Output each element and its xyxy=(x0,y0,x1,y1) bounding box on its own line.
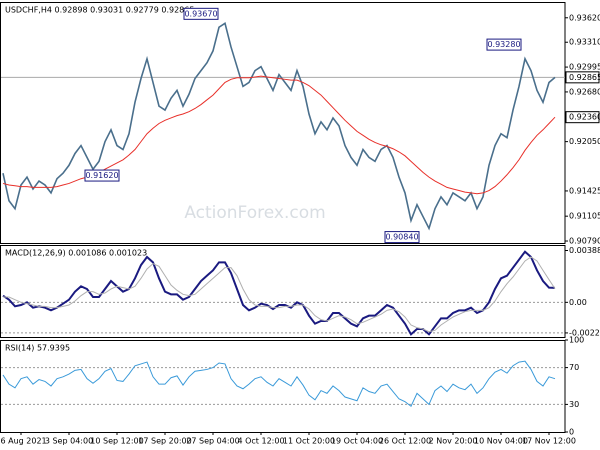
panel-title: RSI(14) 57.9395 xyxy=(5,344,70,353)
y-tick-label: 0.92995 xyxy=(569,63,600,72)
series-line xyxy=(2,22,556,231)
x-tick-label: 10 Sep 12:00 xyxy=(90,437,143,446)
panel-frame xyxy=(0,340,566,433)
y-tick-label: 0.91105 xyxy=(569,212,600,221)
axis-value-box xyxy=(565,111,600,124)
y-tick-label: 0.93620 xyxy=(569,13,600,22)
x-tick-label: 27 Sep 04:00 xyxy=(186,437,239,446)
panel-title: MACD(12,26,9) 0.001086 0.001023 xyxy=(5,249,147,258)
x-tick-label: 10 Nov 04:00 xyxy=(474,437,528,446)
panel-frame xyxy=(0,2,566,244)
y-tick-label: 30 xyxy=(569,400,579,409)
y-tick-label: 70 xyxy=(569,363,579,372)
watermark: ActionForex.com xyxy=(184,203,325,223)
y-tick-label: 0.90790 xyxy=(569,237,600,246)
annotation-label: 0.93670 xyxy=(184,9,217,18)
axis-value-label: 0.92865 xyxy=(569,73,600,82)
x-tick-label: 19 Oct 04:00 xyxy=(331,437,383,446)
annotation-label: 0.91620 xyxy=(85,171,118,180)
series-line xyxy=(3,256,556,333)
x-tick-label: 11 Oct 20:00 xyxy=(283,437,335,446)
y-tick-label: 0.003887 xyxy=(569,246,600,255)
series-line xyxy=(2,250,556,336)
axis-value-box xyxy=(565,71,600,84)
y-tick-label: 0.91425 xyxy=(569,186,600,195)
x-tick-label: 26 Oct 12:00 xyxy=(379,437,431,446)
annotation-box xyxy=(84,169,120,182)
annotation-box xyxy=(384,231,420,244)
y-tick-label: -0.002294 xyxy=(569,328,600,337)
y-tick-label: 0.93310 xyxy=(569,38,600,47)
annotation-label: 0.93280 xyxy=(487,40,520,49)
y-tick-label: 0 xyxy=(569,428,574,437)
panel-title: USDCHF,H4 0.92898 0.93031 0.92779 0.9286… xyxy=(5,6,194,15)
x-tick-label: 26 Aug 2021 xyxy=(0,437,47,446)
y-tick-label: 0.92680 xyxy=(569,87,600,96)
y-tick-label: 0.92050 xyxy=(569,137,600,146)
y-tick-label: 0.00 xyxy=(569,298,587,307)
series-line xyxy=(2,360,556,408)
x-tick-label: 17 Nov 12:00 xyxy=(522,437,576,446)
annotation-box xyxy=(486,38,522,51)
x-tick-label: 2 Nov 20:00 xyxy=(429,437,478,446)
x-tick-label: 3 Sep 04:00 xyxy=(45,437,93,446)
panel-frame xyxy=(0,245,566,338)
annotation-label: 0.90840 xyxy=(385,233,418,242)
y-tick-label: 100 xyxy=(569,336,584,345)
x-tick-label: 4 Oct 12:00 xyxy=(237,437,284,446)
x-tick-label: 17 Sep 20:00 xyxy=(138,437,191,446)
axis-value-label: 0.92360 xyxy=(569,113,600,122)
annotation-box xyxy=(183,7,219,20)
